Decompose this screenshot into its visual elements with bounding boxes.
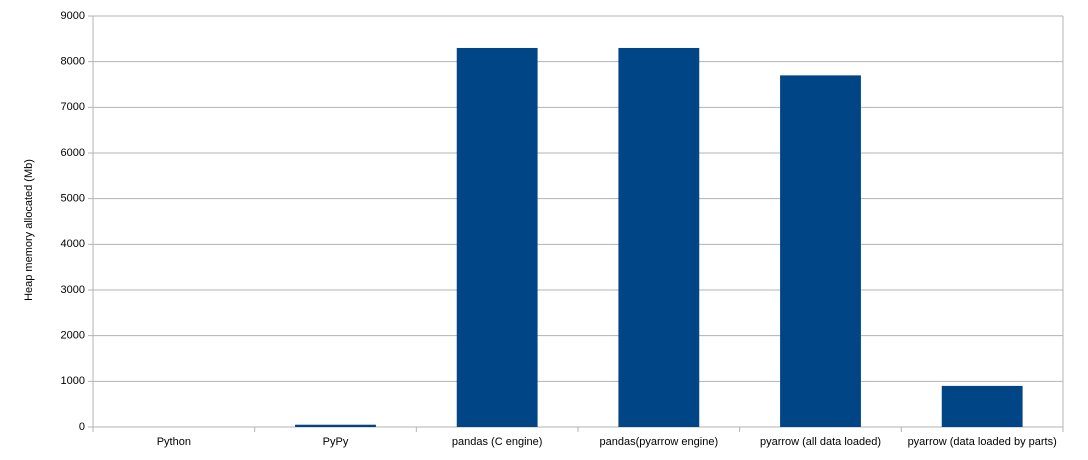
bar: [941, 385, 1023, 427]
x-tick-label: Python: [157, 436, 191, 448]
x-tick-label: pandas (C engine): [452, 436, 543, 448]
bar: [780, 75, 861, 427]
y-tick-label: 8000: [61, 56, 85, 68]
bar: [618, 47, 700, 427]
y-tick-label: 9000: [61, 10, 85, 22]
x-tick-label: pandas(pyarrow engine): [600, 436, 719, 448]
x-tick-label: pyarrow (all data loaded): [760, 436, 881, 448]
bar: [295, 424, 376, 427]
y-tick-label: 3000: [61, 284, 85, 296]
y-tick-label: 5000: [61, 193, 85, 205]
y-tick-label: 2000: [61, 330, 85, 342]
x-tick-label: PyPy: [323, 436, 349, 448]
y-tick-label: 4000: [61, 238, 85, 250]
y-axis-title: Heap memory allocated (Mb): [23, 159, 35, 301]
bar: [456, 47, 538, 427]
y-tick-label: 7000: [61, 101, 85, 113]
y-tick-label: 0: [79, 421, 85, 433]
x-tick-label: pyarrow (data loaded by parts): [908, 436, 1057, 448]
y-tick-label: 6000: [61, 147, 85, 159]
y-tick-label: 1000: [61, 375, 85, 387]
